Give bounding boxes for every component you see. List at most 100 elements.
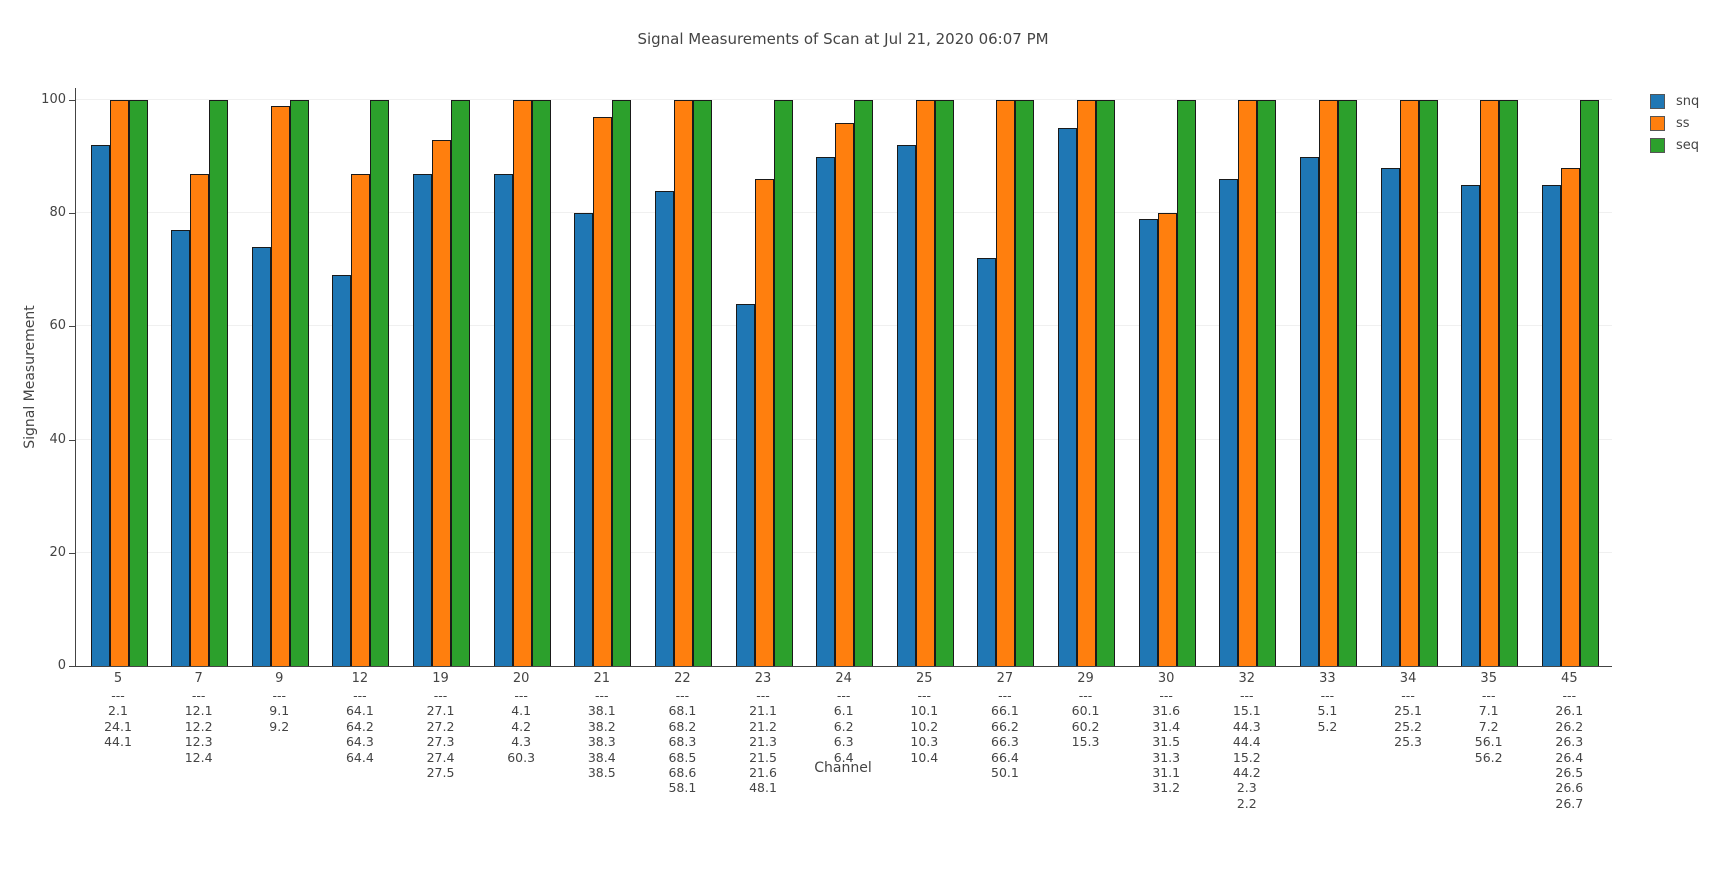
x-tick-channel-32: 32 — [1238, 671, 1256, 686]
x-tick-channel-12: 12 — [351, 671, 369, 686]
x-tick-sublabel-ch20-3: 4.3 — [511, 734, 532, 750]
bar-seq-ch45 — [1579, 100, 1599, 666]
bar-seq-ch34 — [1418, 100, 1438, 666]
bar-snq-ch5 — [90, 145, 110, 666]
x-tick-sublabel-ch24-0: --- — [836, 688, 851, 703]
x-tick-channel-29: 29 — [1077, 671, 1094, 686]
x-tick-sublabel-ch33-0: --- — [1320, 688, 1335, 703]
x-tick-sublabel-ch21-1: 38.1 — [587, 703, 616, 719]
x-tick-sublabel-ch9-1: 9.1 — [269, 703, 290, 719]
y-tick-mark-0 — [69, 666, 75, 667]
x-tick-sublabel-ch32-7: 2.2 — [1236, 795, 1257, 811]
bar-seq-ch22 — [692, 100, 712, 666]
x-tick-channel-20: 20 — [512, 671, 530, 686]
bar-seq-ch7 — [209, 100, 229, 666]
bar-snq-ch7 — [171, 230, 191, 666]
x-tick-stack-ch33: 33 --- 5.1 5.2 — [1287, 670, 1367, 734]
legend-item-ss: ss — [1650, 116, 1699, 131]
x-tick-sublabel-ch32-1: 15.1 — [1232, 703, 1261, 719]
x-tick-sublabel-ch22-0: --- — [675, 688, 690, 703]
bar-seq-ch25 — [934, 100, 954, 666]
x-tick-sublabel-ch23-2: 21.2 — [749, 718, 777, 734]
x-tick-sublabel-ch5-3: 44.1 — [104, 734, 132, 750]
x-tick-sublabel-ch29-2: 60.2 — [1071, 718, 1100, 734]
x-tick-channel-19: 19 — [432, 671, 449, 686]
legend-swatch-ss — [1650, 116, 1665, 131]
bar-snq-ch9 — [251, 247, 271, 666]
bar-snq-ch23 — [735, 303, 755, 666]
bar-ss-ch22 — [673, 100, 693, 666]
bar-group-ch32 — [1219, 100, 1277, 666]
bar-seq-ch30 — [1176, 100, 1196, 666]
legend-label-snq: snq — [1676, 94, 1700, 109]
x-tick-channel-7: 7 — [194, 671, 203, 686]
bar-snq-ch27 — [977, 258, 997, 666]
x-tick-stack-ch9: 9 --- 9.1 9.2 — [239, 670, 319, 734]
x-tick-sublabel-ch27-4: 66.4 — [991, 749, 1019, 765]
x-tick-sublabel-ch45-4: 26.4 — [1555, 749, 1584, 765]
x-tick-stack-ch45: 45 --- 26.1 26.2 26.3 26.4 26.5 26.6 26.7 — [1529, 670, 1609, 811]
x-tick-channel-30: 30 — [1157, 671, 1175, 686]
bar-snq-ch19 — [413, 173, 433, 666]
x-tick-channel-34: 34 — [1399, 671, 1417, 686]
gridline-100 — [76, 99, 1612, 100]
x-tick-channel-35: 35 — [1480, 671, 1497, 686]
x-tick-sublabel-ch32-4: 15.2 — [1232, 749, 1261, 765]
bar-snq-ch32 — [1219, 179, 1239, 666]
x-tick-channel-5: 5 — [113, 671, 123, 686]
x-tick-sublabel-ch20-2: 4.2 — [511, 718, 532, 734]
x-tick-sublabel-ch20-1: 4.1 — [511, 703, 532, 719]
bar-snq-ch21 — [574, 213, 594, 666]
x-tick-sublabel-ch21-4: 38.4 — [587, 749, 616, 765]
x-tick-sublabel-ch12-2: 64.2 — [345, 718, 374, 734]
bar-seq-ch20 — [531, 100, 551, 666]
x-tick-sublabel-ch23-1: 21.1 — [749, 703, 777, 719]
x-tick-sublabel-ch19-2: 27.2 — [426, 718, 455, 734]
x-tick-sublabel-ch25-3: 10.3 — [910, 734, 939, 750]
x-tick-sublabel-ch19-1: 27.1 — [426, 703, 455, 719]
bar-group-ch45 — [1541, 100, 1599, 666]
x-tick-sublabel-ch27-1: 66.1 — [991, 703, 1019, 719]
x-tick-stack-ch12: 12 --- 64.1 64.2 64.3 64.4 — [320, 670, 400, 765]
x-tick-sublabel-ch23-0: --- — [756, 688, 770, 703]
x-tick-sublabel-ch32-5: 44.2 — [1232, 765, 1261, 781]
bar-snq-ch25 — [896, 145, 916, 666]
x-tick-channel-22: 22 — [674, 671, 691, 686]
legend-item-seq: seq — [1650, 138, 1699, 153]
bar-snq-ch22 — [654, 190, 674, 666]
x-tick-sublabel-ch21-3: 38.3 — [587, 734, 616, 750]
bar-seq-ch21 — [612, 100, 632, 666]
bar-group-ch12 — [332, 100, 390, 666]
bars-layer — [76, 100, 1612, 666]
bar-ss-ch12 — [351, 173, 371, 666]
x-tick-sublabel-ch27-5: 50.1 — [991, 765, 1019, 781]
x-tick-stack-ch23: 23 --- 21.1 21.2 21.3 21.5 21.6 48.1 — [723, 670, 803, 796]
x-tick-sublabel-ch33-1: 5.1 — [1317, 703, 1338, 719]
y-tick-mark-100 — [69, 100, 75, 101]
bar-seq-ch33 — [1337, 100, 1357, 666]
x-tick-sublabel-ch45-3: 26.3 — [1555, 734, 1584, 750]
x-tick-sublabel-ch19-0: --- — [433, 688, 448, 703]
bar-snq-ch34 — [1380, 167, 1400, 666]
bar-snq-ch45 — [1541, 184, 1561, 666]
x-tick-sublabel-ch23-5: 21.6 — [749, 765, 777, 781]
x-tick-sublabel-ch32-3: 44.4 — [1232, 734, 1261, 750]
x-tick-sublabel-ch20-0: --- — [514, 688, 528, 703]
x-tick-stack-ch7: 7 --- 12.1 12.2 12.3 12.4 — [159, 670, 239, 765]
x-tick-sublabel-ch12-3: 64.3 — [345, 734, 374, 750]
y-tick-label-40: 40 — [49, 431, 66, 447]
bar-snq-ch30 — [1138, 218, 1158, 666]
bar-snq-ch12 — [332, 275, 352, 666]
bar-group-ch29 — [1058, 100, 1116, 666]
x-tick-sublabel-ch32-2: 44.3 — [1232, 718, 1261, 734]
x-tick-sublabel-ch5-0: --- — [111, 688, 125, 703]
x-tick-sublabel-ch30-2: 31.4 — [1152, 718, 1181, 734]
x-tick-sublabel-ch25-0: --- — [917, 688, 932, 703]
bar-group-ch5 — [90, 100, 148, 666]
x-tick-stack-ch25: 25 --- 10.1 10.2 10.3 10.4 — [884, 670, 964, 765]
bar-seq-ch19 — [451, 100, 471, 666]
bar-group-ch33 — [1299, 100, 1357, 666]
x-tick-sublabel-ch21-0: --- — [594, 688, 609, 703]
bar-snq-ch20 — [493, 173, 513, 666]
bar-group-ch30 — [1138, 100, 1196, 666]
